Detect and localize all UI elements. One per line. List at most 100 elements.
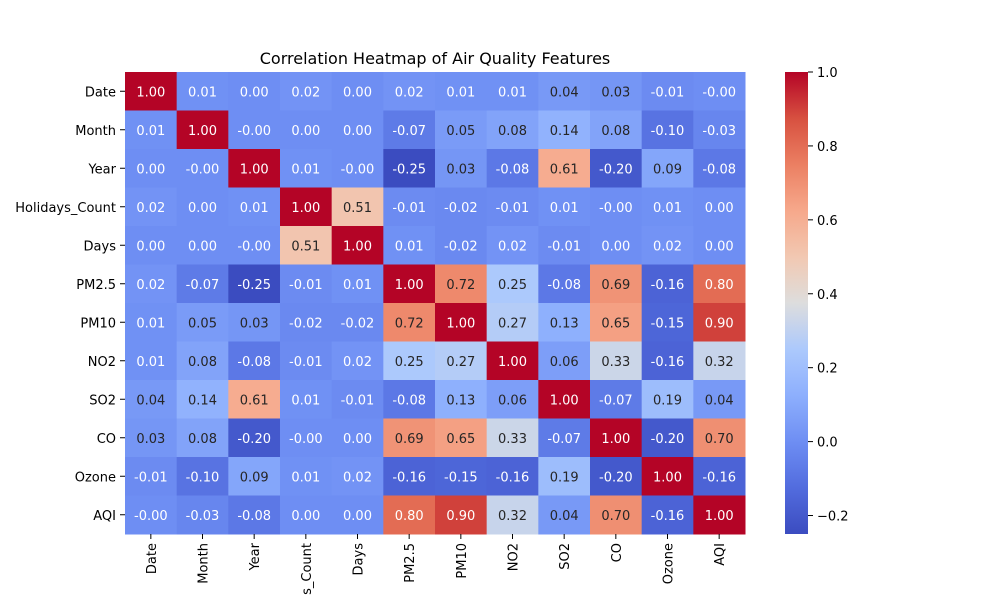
heatmap-cell	[590, 110, 643, 150]
cell-value-label: 0.80	[395, 509, 424, 524]
cell-value-label: -0.01	[289, 355, 323, 370]
heatmap-cell	[176, 187, 229, 227]
cell-value-label: -0.03	[702, 124, 736, 139]
heatmap-cell	[228, 110, 281, 150]
heatmap-cell	[590, 341, 643, 381]
heatmap-cell	[486, 457, 539, 496]
heatmap-cell	[693, 72, 746, 111]
cell-value-label: 0.00	[136, 239, 165, 254]
cell-value-label: 0.01	[291, 393, 320, 408]
cell-value-label: 0.00	[291, 509, 320, 524]
heatmap-cell	[435, 149, 488, 188]
cell-value-label: -0.08	[702, 162, 736, 177]
cell-value-label: 0.09	[653, 162, 682, 177]
heatmap-cell	[693, 418, 746, 458]
y-tick-label: Ozone	[75, 470, 116, 485]
heatmap-cell	[693, 380, 746, 419]
cell-value-label: 0.25	[498, 278, 527, 293]
cell-value-label: -0.01	[341, 393, 375, 408]
heatmap-cell	[435, 72, 488, 111]
heatmap-cell	[125, 380, 178, 419]
heatmap-cell	[228, 303, 281, 342]
heatmap-cell	[280, 341, 333, 381]
cell-value-label: -0.07	[599, 393, 633, 408]
cell-value-label: 0.01	[343, 278, 372, 293]
cell-value-label: 0.01	[136, 355, 165, 370]
heatmap-cell	[641, 380, 694, 419]
cell-value-label: 0.70	[601, 509, 630, 524]
cell-value-label: 0.06	[550, 355, 579, 370]
heatmap-cell	[693, 341, 746, 381]
heatmap-cell	[590, 226, 643, 265]
cell-value-label: 0.01	[240, 201, 269, 216]
heatmap-cell	[641, 303, 694, 342]
cell-value-label: 0.02	[653, 239, 682, 254]
heatmap-cell	[280, 303, 333, 342]
cell-value-label: -0.02	[444, 239, 478, 254]
heatmap-cell	[435, 264, 488, 304]
cell-value-label: -0.00	[702, 85, 736, 100]
heatmap-cell	[176, 72, 229, 111]
cell-value-label: -0.02	[289, 316, 323, 331]
cell-value-label: -0.00	[237, 124, 271, 139]
cell-value-label: 0.01	[395, 239, 424, 254]
cell-value-label: -0.16	[392, 470, 426, 485]
heatmap-cell	[331, 495, 384, 535]
cell-value-label: -0.01	[547, 239, 581, 254]
x-tick-label: Year	[248, 542, 263, 571]
cell-value-label: 0.00	[136, 162, 165, 177]
cell-value-label: 1.00	[240, 162, 269, 177]
y-tick-label: Month	[75, 124, 116, 139]
cell-value-label: -0.25	[237, 278, 271, 293]
heatmap-cell	[590, 72, 643, 111]
heatmap-cell	[435, 187, 488, 227]
cell-value-label: -0.25	[392, 162, 426, 177]
cell-value-label: 0.00	[188, 201, 217, 216]
cell-value-label: 0.08	[601, 124, 630, 139]
cell-value-label: -0.00	[186, 162, 220, 177]
heatmap-cell	[176, 380, 229, 419]
cell-value-label: 0.51	[291, 239, 320, 254]
cell-value-label: 0.05	[188, 316, 217, 331]
heatmap-cell	[331, 341, 384, 381]
cell-value-label: 0.01	[291, 162, 320, 177]
cell-value-label: 0.01	[446, 85, 475, 100]
colorbar-tick-label: 0.0	[817, 436, 838, 451]
x-axis: Date Month Year s_Count Days PM2.5 PM10 NO2 SO2 C…	[145, 534, 728, 595]
heatmap-cell	[486, 341, 539, 381]
cell-value-label: -0.03	[186, 509, 220, 524]
heatmap-cell	[125, 341, 178, 381]
cell-value-label: 0.02	[395, 85, 424, 100]
colorbar-tick-label: 0.8	[817, 140, 838, 155]
heatmap-cell	[383, 303, 436, 342]
cell-value-label: 0.08	[188, 432, 217, 447]
heatmap-cell	[435, 457, 488, 496]
heatmap-cell	[331, 457, 384, 496]
heatmap-cell	[280, 187, 333, 227]
cell-value-label: 0.90	[705, 316, 734, 331]
heatmap-cell	[538, 495, 591, 535]
cell-value-label: 0.32	[498, 509, 527, 524]
heatmap-cell	[176, 110, 229, 150]
heatmap-cell	[590, 457, 643, 496]
cell-value-label: -0.01	[392, 201, 426, 216]
cell-value-label: 0.06	[498, 393, 527, 408]
heatmap-cell	[331, 187, 384, 227]
cell-value-label: 1.00	[343, 239, 372, 254]
heatmap-cell	[641, 495, 694, 535]
heatmap-cell	[176, 341, 229, 381]
x-tick-label: Date	[145, 543, 160, 574]
x-tick-label: s_Count	[300, 543, 315, 595]
cell-value-label: -0.00	[134, 509, 168, 524]
cell-value-label: 0.05	[446, 124, 475, 139]
x-tick-label: AQI	[713, 543, 728, 566]
heatmap-cell	[538, 303, 591, 342]
cell-value-label: -0.08	[237, 509, 271, 524]
heatmap-cell	[538, 457, 591, 496]
cell-value-label: 0.14	[550, 124, 579, 139]
heatmap-cell	[641, 72, 694, 111]
y-tick-label: PM2.5	[76, 278, 116, 293]
heatmap-cell	[228, 457, 281, 496]
cell-value-label: 0.01	[136, 316, 165, 331]
heatmap-cell	[486, 149, 539, 188]
